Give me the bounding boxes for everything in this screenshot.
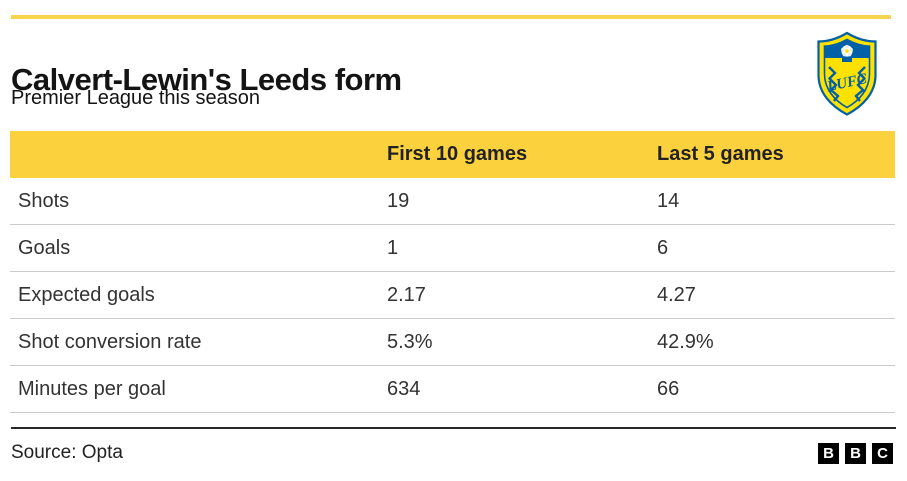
header-col-last5: Last 5 games bbox=[657, 143, 784, 165]
value-last5: 66 bbox=[657, 377, 680, 400]
bbc-logo: B B C bbox=[818, 443, 893, 464]
metric-label: Goals bbox=[18, 236, 71, 259]
stats-rows: Shots 19 14 Goals 1 6 Expected goals 2.1… bbox=[10, 178, 895, 413]
stats-table-header: First 10 games Last 5 games bbox=[10, 131, 895, 178]
table-row: Expected goals 2.17 4.27 bbox=[10, 272, 895, 319]
bbc-logo-block-c: C bbox=[872, 443, 893, 464]
header-col-first10: First 10 games bbox=[387, 143, 528, 165]
metric-label: Shots bbox=[18, 189, 70, 212]
bbc-logo-block-b2: B bbox=[845, 443, 866, 464]
value-last5: 42.9% bbox=[657, 330, 714, 353]
crest-left-feathers bbox=[828, 66, 840, 102]
value-first10: 1 bbox=[387, 236, 399, 259]
stats-table: First 10 games Last 5 games Shots 19 14 … bbox=[10, 131, 895, 413]
table-row: Shots 19 14 bbox=[10, 178, 895, 225]
source-attribution: Source: Opta bbox=[11, 442, 123, 463]
footer-divider bbox=[11, 427, 896, 429]
bbc-logo-block-b1: B bbox=[818, 443, 839, 464]
value-last5: 14 bbox=[657, 189, 680, 212]
table-row: Shot conversion rate 5.3% 42.9% bbox=[10, 319, 895, 366]
table-row: Goals 1 6 bbox=[10, 225, 895, 272]
value-first10: 5.3% bbox=[387, 330, 433, 353]
value-last5: 6 bbox=[657, 236, 669, 259]
value-last5: 4.27 bbox=[657, 283, 696, 306]
page-subtitle: Premier League this season bbox=[11, 87, 261, 109]
leeds-united-crest-icon: LUFC bbox=[817, 31, 877, 116]
crest-right-feathers bbox=[854, 66, 866, 102]
crest-white-rose bbox=[841, 44, 853, 57]
value-first10: 19 bbox=[387, 189, 410, 212]
top-accent-line bbox=[11, 15, 891, 19]
metric-label: Minutes per goal bbox=[18, 377, 166, 400]
metric-label: Expected goals bbox=[18, 283, 155, 306]
page-title: Calvert-Lewin's Leeds form bbox=[11, 61, 402, 97]
metric-label: Shot conversion rate bbox=[18, 330, 202, 353]
value-first10: 2.17 bbox=[387, 283, 426, 306]
value-first10: 634 bbox=[387, 377, 421, 400]
table-row: Minutes per goal 634 66 bbox=[10, 366, 895, 413]
